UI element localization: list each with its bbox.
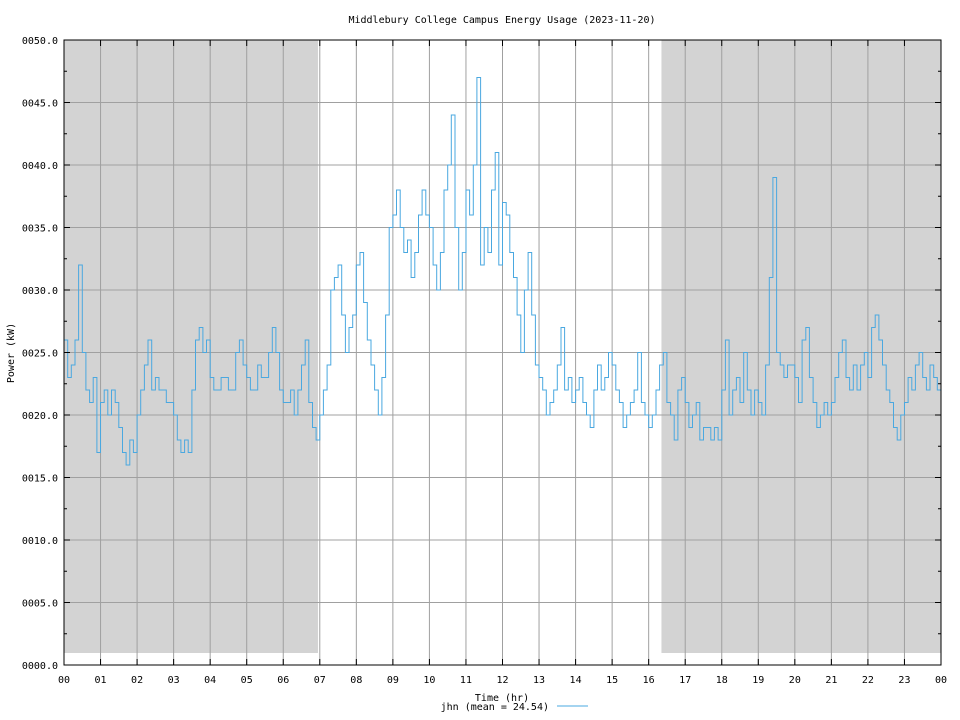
- y-tick-label: 0030.0: [22, 286, 58, 297]
- y-tick-label: 0025.0: [22, 349, 58, 360]
- y-tick-label: 0005.0: [22, 599, 58, 610]
- legend-label: jhn (mean = 24.54): [441, 702, 549, 713]
- x-tick-label: 03: [168, 675, 180, 686]
- chart-title: Middlebury College Campus Energy Usage (…: [348, 15, 655, 26]
- x-tick-label: 19: [752, 675, 764, 686]
- x-tick-label: 14: [570, 675, 582, 686]
- x-tick-label: 20: [789, 675, 801, 686]
- series-line-jhn: [64, 77, 942, 466]
- plot-area: 00 01 02 03 04 05 06 07 08 09 10 11 12 13 14 15 16 17 18 19…: [22, 36, 947, 686]
- y-tick-label: 0010.0: [22, 536, 58, 547]
- y-axis-label: Power (kW): [6, 323, 17, 383]
- x-tick-label: 02: [131, 675, 143, 686]
- x-tick-label: 12: [496, 675, 508, 686]
- x-tick-label: 10: [423, 675, 435, 686]
- off-hours-shade-1: [661, 40, 941, 653]
- y-tick-label: 0040.0: [22, 161, 58, 172]
- y-tick-label: 0045.0: [22, 99, 58, 110]
- x-axis-label: Time (hr): [475, 693, 529, 704]
- x-tick-label: 05: [241, 675, 253, 686]
- y-tick-label: 0020.0: [22, 411, 58, 422]
- x-tick-label: 17: [679, 675, 691, 686]
- x-tick-label: 16: [643, 675, 655, 686]
- x-tick-label: 18: [716, 675, 728, 686]
- x-tick-label: 13: [533, 675, 545, 686]
- x-tick-label: 04: [204, 675, 216, 686]
- x-tick-label: 15: [606, 675, 618, 686]
- x-tick-label: 00: [935, 675, 947, 686]
- y-tick-label: 0015.0: [22, 474, 58, 485]
- y-tick-label: 0000.0: [22, 661, 58, 672]
- x-tick-label: 11: [460, 675, 472, 686]
- x-tick-label: 07: [314, 675, 326, 686]
- legend: jhn (mean = 24.54): [441, 702, 588, 713]
- x-tick-label: 01: [95, 675, 107, 686]
- off-hours-shade-0: [64, 40, 318, 653]
- y-tick-label: 0035.0: [22, 224, 58, 235]
- x-tick-label: 06: [277, 675, 289, 686]
- x-tick-label: 21: [825, 675, 837, 686]
- x-tick-label: 09: [387, 675, 399, 686]
- x-tick-label: 22: [862, 675, 874, 686]
- x-tick-label: 08: [350, 675, 362, 686]
- y-tick-label: 0050.0: [22, 36, 58, 47]
- x-tick-label: 23: [898, 675, 910, 686]
- x-tick-label: 00: [58, 675, 70, 686]
